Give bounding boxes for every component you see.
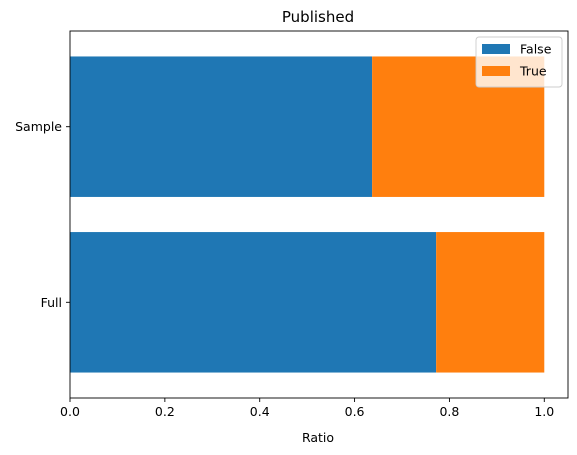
bar-false-full — [70, 232, 437, 373]
x-tick-label: 0.2 — [155, 404, 175, 419]
bar-true-full — [436, 232, 545, 373]
x-tick-label: 0.4 — [250, 404, 270, 419]
x-axis-title: Ratio — [302, 430, 334, 445]
plot-frame — [69, 30, 569, 399]
x-axis-ticks: 0.0 0.2 0.4 0.6 0.8 1.0 — [60, 398, 554, 419]
x-tick-label: 0.0 — [60, 404, 80, 419]
y-tick-label-sample: Sample — [15, 119, 62, 134]
legend-label-false: False — [520, 42, 552, 57]
legend: False True — [475, 36, 563, 88]
bars-group — [70, 56, 545, 373]
x-tick-label: 0.6 — [345, 404, 365, 419]
legend-swatch-false — [482, 44, 510, 54]
bar-false-sample — [70, 56, 373, 197]
x-tick-label: 1.0 — [534, 404, 554, 419]
y-tick-label-full: Full — [41, 295, 62, 310]
legend-label-true: True — [519, 64, 547, 79]
chart-title: Published — [282, 8, 354, 26]
x-tick-label: 0.8 — [439, 404, 459, 419]
y-axis-ticks: Full Sample — [15, 119, 70, 310]
legend-swatch-true — [482, 66, 510, 76]
